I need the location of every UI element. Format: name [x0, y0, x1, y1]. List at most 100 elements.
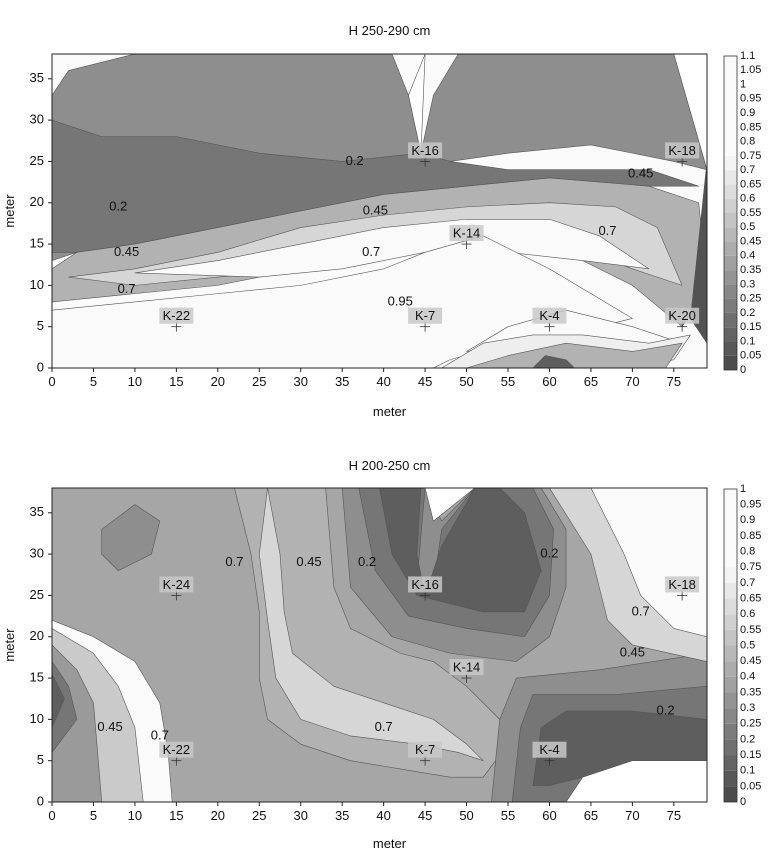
contour-band — [258, 488, 484, 761]
y-tick-label: 35 — [30, 504, 44, 519]
well-label: K-22 — [163, 308, 190, 323]
well-k-7: K-7 — [408, 741, 443, 766]
well-label: K-18 — [668, 143, 695, 158]
x-tick-label: 75 — [667, 374, 681, 389]
colorbar-label: 0.1 — [740, 335, 755, 347]
colorbar-label: 0.95 — [740, 93, 761, 105]
contour-label: 0.45 — [97, 719, 122, 734]
colorbar-label: 0.75 — [740, 150, 761, 162]
colorbar-swatch — [724, 213, 737, 228]
colorbar-swatch — [724, 127, 737, 142]
x-tick-label: 0 — [48, 808, 55, 823]
contour-band — [101, 504, 161, 571]
well-label: K-4 — [539, 742, 559, 757]
colorbar-swatch — [724, 98, 737, 114]
y-tick-label: 0 — [37, 359, 44, 374]
colorbar-swatch — [724, 723, 737, 740]
y-tick-label: 30 — [30, 546, 44, 561]
colorbar-frame — [723, 55, 738, 371]
contour-label: 0.7 — [118, 281, 136, 296]
colorbar-swatch — [724, 227, 737, 242]
well-label: K-22 — [163, 742, 190, 757]
well-k-24: K-24 — [159, 576, 194, 601]
x-axis-label: meter — [373, 404, 407, 419]
plot-frame — [51, 53, 708, 369]
well-label: K-7 — [415, 308, 435, 323]
colorbar-label: 0.7 — [740, 164, 755, 176]
x-tick-label: 50 — [459, 808, 473, 823]
colorbar-label: 0.35 — [740, 264, 761, 276]
x-tick-label: 5 — [90, 808, 97, 823]
contour-panel-2: 0.7 0.45 0.20.20.70.450.20.70.450.7K-24 K-1… — [2, 458, 761, 851]
x-tick-label: 40 — [376, 808, 390, 823]
contour-label: 0.2 — [657, 703, 675, 718]
colorbar-swatch — [724, 770, 737, 787]
unsampled-region — [565, 760, 707, 802]
colorbar-swatch — [724, 786, 737, 802]
well-k-4: K-4 — [532, 307, 567, 332]
colorbar-swatch — [724, 676, 737, 693]
colorbar-swatch — [724, 141, 737, 156]
well-k-7: K-7 — [408, 307, 443, 332]
x-tick-label: 55 — [501, 808, 515, 823]
colorbar-label: 0.2 — [740, 733, 755, 745]
colorbar-label: 0.25 — [740, 293, 761, 305]
colorbar-label: 0.55 — [740, 207, 761, 219]
contour-label: 0.7 — [362, 244, 380, 259]
colorbar-swatch — [724, 155, 737, 171]
colorbar-swatch — [724, 692, 737, 709]
colorbar-swatch — [724, 708, 737, 724]
chart-title: H 200-250 cm — [349, 458, 431, 473]
well-k-18: K-18 — [665, 576, 700, 601]
y-tick-label: 25 — [30, 587, 44, 602]
x-tick-label: 15 — [169, 374, 183, 389]
contour-label: 0.2 — [540, 546, 558, 561]
colorbar-label: 0.95 — [740, 499, 761, 511]
x-tick-label: 35 — [335, 808, 349, 823]
x-tick-label: 65 — [584, 374, 598, 389]
colorbar-swatch — [724, 198, 737, 213]
colorbar-swatch — [724, 355, 737, 370]
colorbar-swatch — [724, 551, 737, 568]
colorbar-swatch — [724, 661, 737, 677]
unsampled-region — [424, 488, 476, 522]
colorbar-swatch — [724, 84, 737, 99]
colorbar: 0 0.05 0.1 0.15 0.2 0.25 0.3 0.35 0.4 0.45 0.5 0.55… — [723, 50, 761, 376]
colorbar-swatch — [724, 520, 737, 536]
colorbar-label: 0.65 — [740, 178, 761, 190]
contour-label: 0.45 — [628, 165, 653, 180]
well-k-22: K-22 — [159, 307, 194, 332]
chart-title: H 250-290 cm — [349, 23, 431, 38]
y-tick-label: 10 — [30, 711, 44, 726]
x-tick-label: 45 — [418, 374, 432, 389]
well-label: K-16 — [411, 577, 438, 592]
colorbar-label: 0.35 — [740, 686, 761, 698]
contour-label: 0.2 — [358, 554, 376, 569]
colorbar-swatch — [724, 298, 737, 313]
colorbar: 0 0.05 0.1 0.15 0.2 0.25 0.3 0.35 0.4 0.45 0.5 0.55… — [723, 483, 761, 808]
colorbar-swatch — [724, 535, 737, 552]
contour-label: 0.45 — [114, 244, 139, 259]
colorbar-label: 0.15 — [740, 749, 761, 761]
colorbar-swatch — [724, 645, 737, 662]
colorbar-label: 0.05 — [740, 350, 761, 362]
contour-label: 0.2 — [109, 198, 127, 213]
colorbar-swatch — [724, 629, 737, 646]
x-tick-label: 65 — [584, 808, 598, 823]
x-tick-label: 50 — [459, 374, 473, 389]
well-k-20: K-20 — [665, 307, 700, 332]
colorbar-label: 0 — [740, 364, 746, 376]
y-tick-label: 25 — [30, 153, 44, 168]
contour-band — [466, 342, 683, 368]
x-tick-label: 5 — [90, 374, 97, 389]
well-label: K-16 — [411, 143, 438, 158]
x-tick-label: 45 — [418, 808, 432, 823]
colorbar-swatch — [724, 614, 737, 630]
colorbar-label: 1 — [740, 78, 746, 90]
colorbar-swatch — [724, 582, 737, 599]
contour-label: 0.7 — [598, 223, 616, 238]
colorbar-swatch — [724, 739, 737, 756]
colorbar-label: 0.8 — [740, 136, 755, 148]
contour-panel-1: 0.20.2 0.450.450.450.70.70.70.95K-16 K-18K… — [2, 23, 761, 419]
colorbar-label: 0.9 — [740, 107, 755, 119]
